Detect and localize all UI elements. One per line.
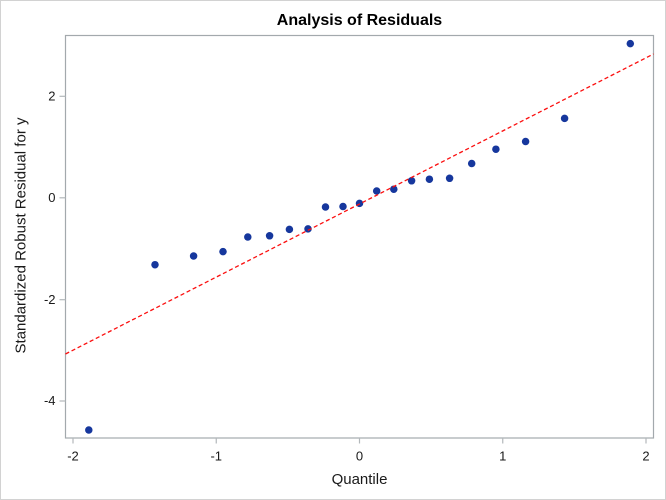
svg-text:1: 1 xyxy=(499,449,506,464)
svg-text:0: 0 xyxy=(356,449,363,464)
svg-text:2: 2 xyxy=(48,88,55,103)
svg-text:-2: -2 xyxy=(67,449,79,464)
svg-text:Standardized Robust Residual f: Standardized Robust Residual for y xyxy=(13,117,30,353)
svg-text:0: 0 xyxy=(48,190,55,205)
svg-text:Analysis of Residuals: Analysis of Residuals xyxy=(277,12,442,29)
svg-text:-2: -2 xyxy=(44,292,56,307)
svg-text:-4: -4 xyxy=(44,393,56,408)
svg-text:2: 2 xyxy=(642,449,649,464)
svg-text:Quantile: Quantile xyxy=(332,471,388,488)
svg-text:-1: -1 xyxy=(210,449,222,464)
